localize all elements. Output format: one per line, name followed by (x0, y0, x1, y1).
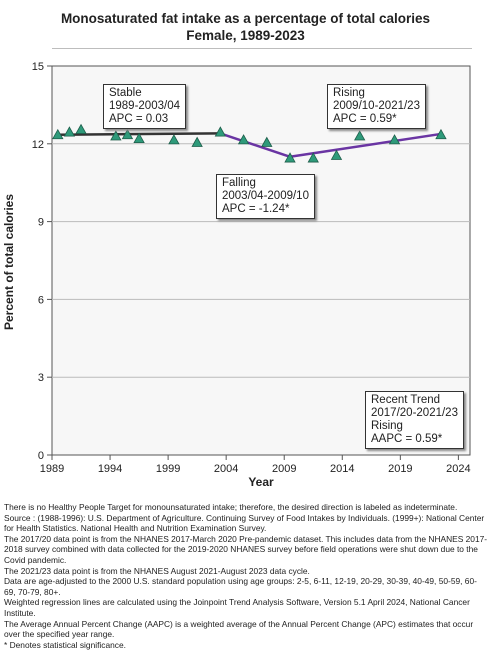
footnote: Source : (1988-1996): U.S. Department of… (4, 512, 485, 534)
x-tick-label: 2024 (446, 463, 470, 475)
annotation-falling-line-3: APC = -1.24* (222, 203, 290, 215)
footnote: The 2017/20 data point is from the NHANE… (4, 533, 488, 565)
y-tick-label: 0 (38, 450, 44, 462)
footnote: The Average Annual Percent Change (AAPC)… (4, 618, 474, 640)
title-divider (52, 48, 472, 49)
footnote: There is no Healthy People Target for mo… (4, 502, 458, 512)
footnotes: There is no Healthy People Target for mo… (4, 502, 488, 650)
trend-segment (219, 132, 292, 159)
y-tick-label: 3 (38, 372, 44, 384)
y-axis: 0 3 6 9 12 15 (32, 61, 52, 462)
data-point (121, 128, 134, 140)
annotation-stable-line-3: APC = 0.03 (109, 113, 169, 125)
data-point (237, 134, 250, 145)
data-points (52, 123, 447, 163)
grid-lines (52, 143, 470, 378)
data-point (388, 134, 401, 145)
annotation-rising-line-1: Rising (333, 87, 365, 99)
annotation-recent-line-4: AAPC = 0.59* (371, 433, 443, 445)
y-tick-label: 12 (32, 139, 44, 151)
trend-segment (288, 132, 443, 159)
data-point (435, 128, 447, 140)
annotation-falling: Falling 2003/04-2009/10 APC = -1.24* (216, 174, 315, 219)
footnote: Weighted regression lines are calculated… (4, 597, 470, 618)
annotation-falling-line-1: Falling (222, 177, 256, 189)
data-point (307, 152, 319, 163)
chart-title-line-1: Monosaturated fat intake as a percentage… (60, 11, 431, 26)
chart-title-line-2: Female, 1989-2023 (186, 28, 305, 43)
data-point (133, 132, 145, 144)
x-axis: 1989 1994 1999 2004 2009 2014 2019 2024 (40, 455, 471, 475)
annotation-recent-line-3: Rising (371, 420, 403, 432)
data-point (75, 123, 87, 134)
x-axis-label: Year (248, 475, 274, 489)
annotation-rising-line-2: 2009/10-2021/23 (333, 100, 420, 112)
x-tick-label: 2004 (214, 463, 238, 475)
data-point (52, 128, 64, 140)
annotation-stable-line-2: 1989-2003/04 (109, 100, 180, 112)
annotation-recent-trend: Recent Trend 2017/20-2021/23 Rising AAPC… (365, 391, 464, 449)
annotation-rising-line-3: APC = 0.59* (333, 113, 397, 125)
y-tick-label: 15 (32, 61, 44, 73)
annotation-recent-line-1: Recent Trend (371, 394, 441, 406)
x-tick-label: 1989 (40, 463, 64, 475)
y-tick-label: 6 (38, 294, 44, 306)
data-point (261, 136, 273, 147)
data-point (354, 130, 366, 141)
x-tick-label: 1999 (156, 463, 180, 475)
x-tick-label: 2019 (388, 463, 412, 475)
chart-title: Monosaturated fat intake as a percentage… (0, 10, 491, 44)
data-point (110, 130, 122, 141)
data-point (168, 134, 180, 145)
x-tick-label: 1994 (98, 463, 122, 475)
x-tick-label: 2009 (272, 463, 296, 475)
footnote: Data are age-adjusted to the 2000 U.S. s… (4, 576, 477, 597)
annotation-falling-line-2: 2003/04-2009/10 (222, 190, 309, 202)
footnote: * Denotes statistical significance. (4, 639, 126, 650)
data-point (330, 149, 343, 160)
y-tick-label: 9 (38, 217, 44, 229)
data-point (191, 136, 203, 147)
annotation-recent-line-2: 2017/20-2021/23 (371, 407, 458, 419)
data-point (284, 152, 296, 163)
y-axis-label: Percent of total calories (2, 194, 16, 330)
line-chart: 0 3 6 9 12 15 1989 1994 1999 2004 2009 2014 2019 202… (2, 61, 471, 489)
annotation-stable-line-1: Stable (109, 87, 142, 99)
plot-area (51, 65, 471, 456)
annotation-stable: Stable 1989-2003/04 APC = 0.03 (103, 84, 186, 129)
data-point (214, 126, 227, 137)
data-point (63, 126, 76, 137)
annotation-rising: Rising 2009/10-2021/23 APC = 0.59* (327, 84, 426, 129)
x-tick-label: 2014 (330, 463, 354, 475)
footnote: The 2021/23 data point is from the NHANE… (4, 565, 310, 576)
